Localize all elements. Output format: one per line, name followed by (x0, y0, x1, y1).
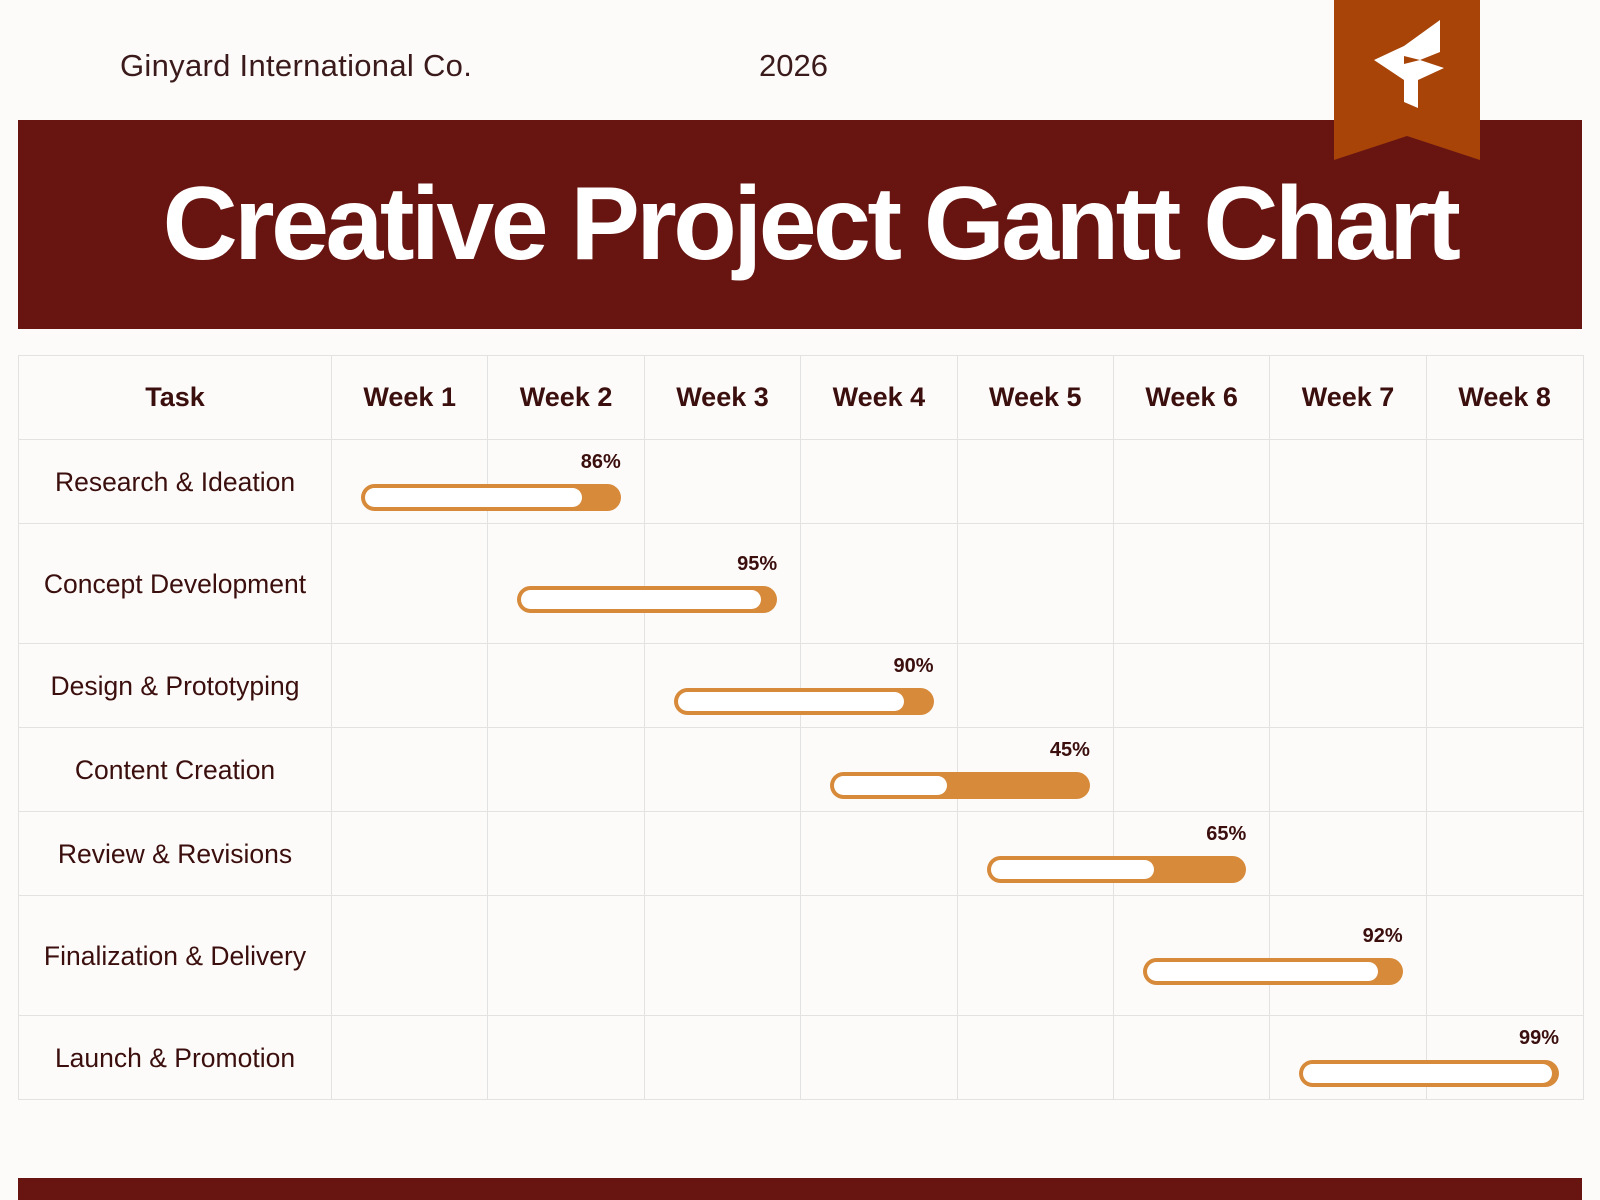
week-cell (1269, 1015, 1427, 1100)
week-cell (1112, 811, 1271, 896)
week-cell (800, 439, 958, 524)
week-cell (330, 727, 489, 812)
week-cell (956, 811, 1114, 896)
column-header-week-7: Week 7 (1269, 355, 1427, 440)
column-header-week-8: Week 8 (1425, 355, 1584, 440)
week-cell (1425, 643, 1584, 728)
footer-bar (18, 1178, 1582, 1200)
week-cell (330, 523, 489, 644)
week-cell (1269, 811, 1427, 896)
task-name: Research & Ideation (18, 439, 332, 524)
week-cell (1112, 895, 1271, 1016)
week-cell (1269, 895, 1427, 1016)
week-cell (643, 811, 802, 896)
week-cell (800, 643, 958, 728)
week-cell (1425, 1015, 1584, 1100)
column-header-week-2: Week 2 (487, 355, 645, 440)
table-row: Launch & Promotion (18, 1015, 1584, 1100)
year-label: 2026 (759, 48, 828, 83)
week-cell (330, 1015, 489, 1100)
week-cell (1112, 727, 1271, 812)
week-cell (800, 1015, 958, 1100)
header-row: Task Week 1 Week 2 Week 3 Week 4 Week 5 … (18, 355, 1584, 440)
task-name: Content Creation (18, 727, 332, 812)
table-row: Content Creation (18, 727, 1584, 812)
week-cell (1425, 727, 1584, 812)
logo-ribbon (1334, 0, 1480, 160)
column-header-week-5: Week 5 (956, 355, 1114, 440)
page-title: Creative Project Gantt Chart (162, 166, 1461, 282)
week-cell (487, 439, 645, 524)
table-row: Review & Revisions (18, 811, 1584, 896)
week-cell (1112, 1015, 1271, 1100)
task-name: Concept Development (18, 523, 332, 644)
week-cell (487, 811, 645, 896)
week-cell (487, 643, 645, 728)
week-cell (487, 523, 645, 644)
task-name: Review & Revisions (18, 811, 332, 896)
week-cell (1269, 727, 1427, 812)
column-header-week-6: Week 6 (1112, 355, 1271, 440)
table-row: Design & Prototyping (18, 643, 1584, 728)
week-cell (1269, 523, 1427, 644)
week-cell (1112, 643, 1271, 728)
week-cell (330, 643, 489, 728)
table-row: Research & Ideation (18, 439, 1584, 524)
company-name: Ginyard International Co. (120, 48, 473, 83)
week-cell (956, 1015, 1114, 1100)
week-cell (800, 523, 958, 644)
task-name: Launch & Promotion (18, 1015, 332, 1100)
gantt-table: Task Week 1 Week 2 Week 3 Week 4 Week 5 … (18, 355, 1584, 1100)
week-cell (1425, 439, 1584, 524)
column-header-week-4: Week 4 (800, 355, 958, 440)
task-name: Finalization & Delivery (18, 895, 332, 1016)
week-cell (956, 895, 1114, 1016)
column-header-week-1: Week 1 (330, 355, 489, 440)
table-row: Concept Development (18, 523, 1584, 644)
week-cell (643, 643, 802, 728)
week-cell (330, 811, 489, 896)
week-cell (487, 727, 645, 812)
week-cell (1269, 439, 1427, 524)
week-cell (800, 727, 958, 812)
week-cell (643, 1015, 802, 1100)
week-cell (1425, 895, 1584, 1016)
column-header-week-3: Week 3 (643, 355, 802, 440)
week-cell (643, 727, 802, 812)
week-cell (487, 895, 645, 1016)
week-cell (956, 439, 1114, 524)
week-cell (643, 439, 802, 524)
week-cell (800, 895, 958, 1016)
column-header-task: Task (18, 355, 332, 440)
week-cell (800, 811, 958, 896)
week-cell (1269, 643, 1427, 728)
week-cell (956, 727, 1114, 812)
week-cell (1425, 811, 1584, 896)
arrow-logo-icon (1374, 20, 1444, 108)
table-row: Finalization & Delivery (18, 895, 1584, 1016)
task-name: Design & Prototyping (18, 643, 332, 728)
week-cell (643, 523, 802, 644)
title-banner: Creative Project Gantt Chart (18, 120, 1582, 329)
week-cell (956, 523, 1114, 644)
week-cell (956, 643, 1114, 728)
week-cell (330, 439, 489, 524)
week-cell (1425, 523, 1584, 644)
week-cell (1112, 523, 1271, 644)
week-cell (643, 895, 802, 1016)
week-cell (1112, 439, 1271, 524)
week-cell (330, 895, 489, 1016)
week-cell (487, 1015, 645, 1100)
